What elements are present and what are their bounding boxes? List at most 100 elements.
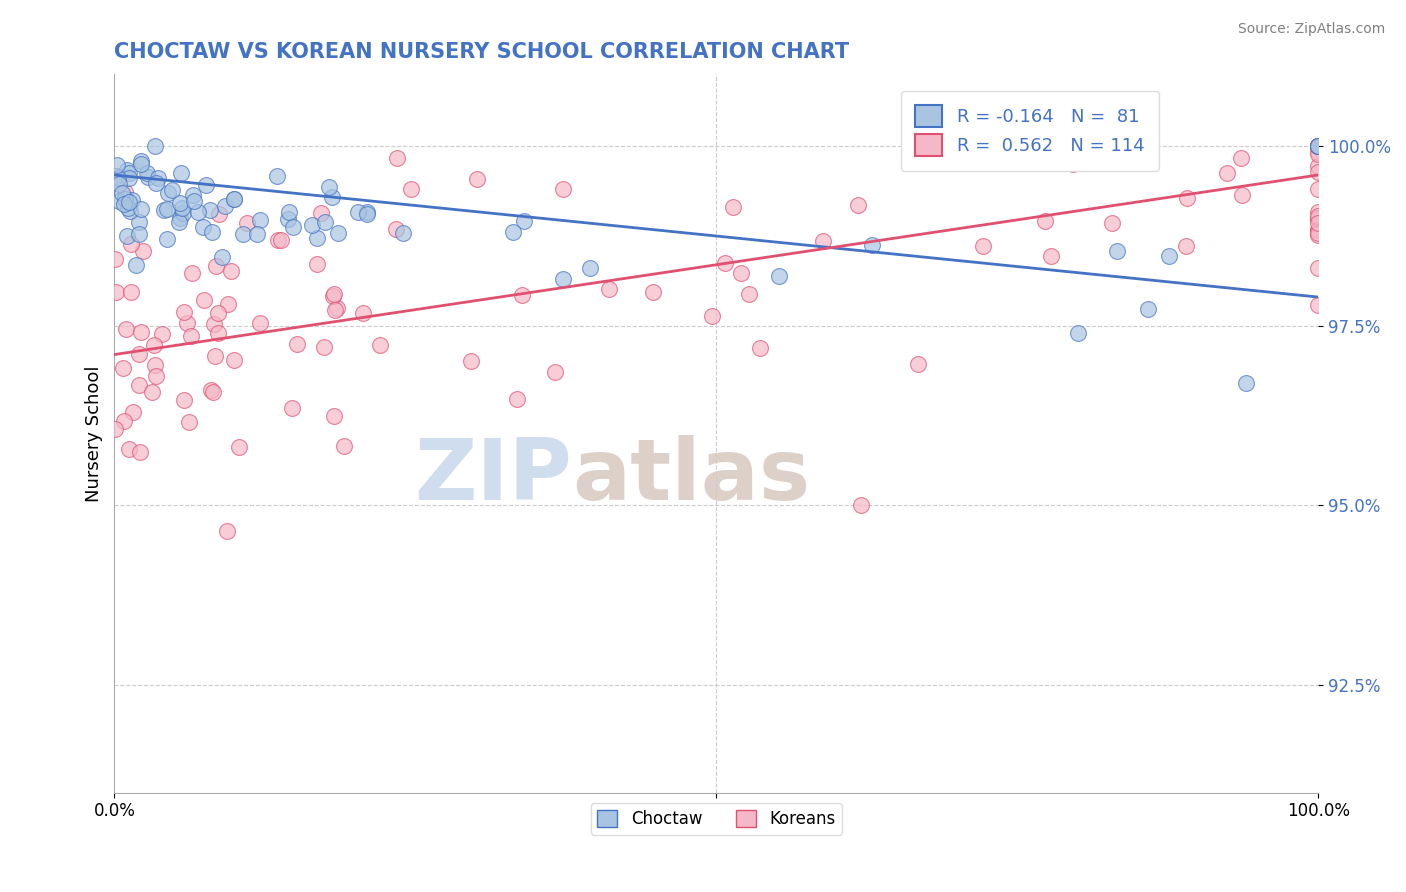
Point (813, 234, 835, 248)
Point (1101, 217, 1123, 231)
Point (768, 269, 790, 284)
Point (193, 293, 215, 307)
Point (502, 225, 524, 239)
Point (399, 182, 422, 196)
Point (200, 383, 222, 397)
Point (112, 414, 135, 428)
Point (356, 207, 378, 221)
Point (860, 238, 883, 252)
Point (115, 228, 138, 243)
Point (305, 231, 328, 245)
Point (118, 166, 141, 180)
Point (118, 442, 141, 456)
Point (125, 258, 148, 272)
Point (1308, 298, 1330, 312)
Point (1308, 205, 1330, 219)
Point (120, 237, 142, 252)
Point (169, 211, 191, 226)
Text: ZIP: ZIP (415, 435, 572, 518)
Point (232, 227, 254, 242)
Point (120, 285, 142, 299)
Point (180, 329, 202, 343)
Point (321, 190, 343, 204)
Point (107, 194, 129, 209)
Text: CHOCTAW VS KOREAN NURSERY SCHOOL CORRELATION CHART: CHOCTAW VS KOREAN NURSERY SCHOOL CORRELA… (114, 42, 849, 62)
Point (1216, 166, 1239, 180)
Point (368, 337, 391, 351)
Point (972, 239, 994, 253)
Point (1308, 139, 1330, 153)
Point (281, 219, 304, 234)
Point (181, 187, 204, 202)
Point (387, 152, 409, 166)
Point (1308, 165, 1330, 179)
Point (211, 250, 233, 264)
Point (114, 185, 136, 199)
Point (1308, 139, 1330, 153)
Text: Source: ZipAtlas.com: Source: ZipAtlas.com (1237, 22, 1385, 37)
Point (749, 342, 772, 356)
Point (1308, 139, 1330, 153)
Point (1308, 159, 1330, 173)
Point (201, 225, 224, 239)
Point (207, 306, 229, 320)
Point (328, 226, 350, 240)
Point (173, 392, 195, 407)
Point (392, 226, 415, 240)
Point (143, 358, 166, 372)
Point (235, 216, 257, 230)
Point (513, 214, 536, 228)
Point (217, 297, 239, 311)
Point (105, 158, 128, 172)
Point (104, 252, 127, 267)
Point (118, 170, 141, 185)
Point (281, 401, 304, 415)
Point (187, 204, 209, 219)
Point (270, 233, 292, 247)
Point (1234, 376, 1257, 391)
Point (1308, 146, 1330, 161)
Point (169, 195, 191, 210)
Point (114, 192, 136, 206)
Point (700, 309, 723, 323)
Point (228, 440, 250, 454)
Point (152, 203, 174, 218)
Point (325, 301, 347, 315)
Point (198, 203, 221, 218)
Point (141, 385, 163, 400)
Point (246, 227, 269, 242)
Point (249, 316, 271, 330)
Point (918, 139, 941, 153)
Point (155, 232, 177, 246)
Point (183, 194, 205, 208)
Point (598, 282, 620, 296)
Point (222, 192, 245, 206)
Point (217, 524, 239, 538)
Point (266, 169, 288, 183)
Point (157, 186, 180, 200)
Point (160, 183, 183, 197)
Point (115, 163, 138, 178)
Point (1308, 139, 1330, 153)
Point (111, 186, 134, 200)
Point (1308, 181, 1330, 195)
Point (322, 288, 344, 302)
Point (714, 256, 737, 270)
Point (314, 215, 336, 229)
Point (314, 340, 336, 354)
Point (1308, 211, 1330, 225)
Point (278, 205, 301, 219)
Point (128, 215, 150, 229)
Point (318, 179, 340, 194)
Point (115, 322, 138, 336)
Point (128, 347, 150, 361)
Point (129, 154, 152, 169)
Point (118, 194, 141, 209)
Point (1105, 244, 1128, 258)
Point (1308, 139, 1330, 153)
Point (1308, 209, 1330, 223)
Point (1230, 188, 1253, 202)
Point (1308, 228, 1330, 243)
Point (1308, 223, 1330, 237)
Point (112, 196, 135, 211)
